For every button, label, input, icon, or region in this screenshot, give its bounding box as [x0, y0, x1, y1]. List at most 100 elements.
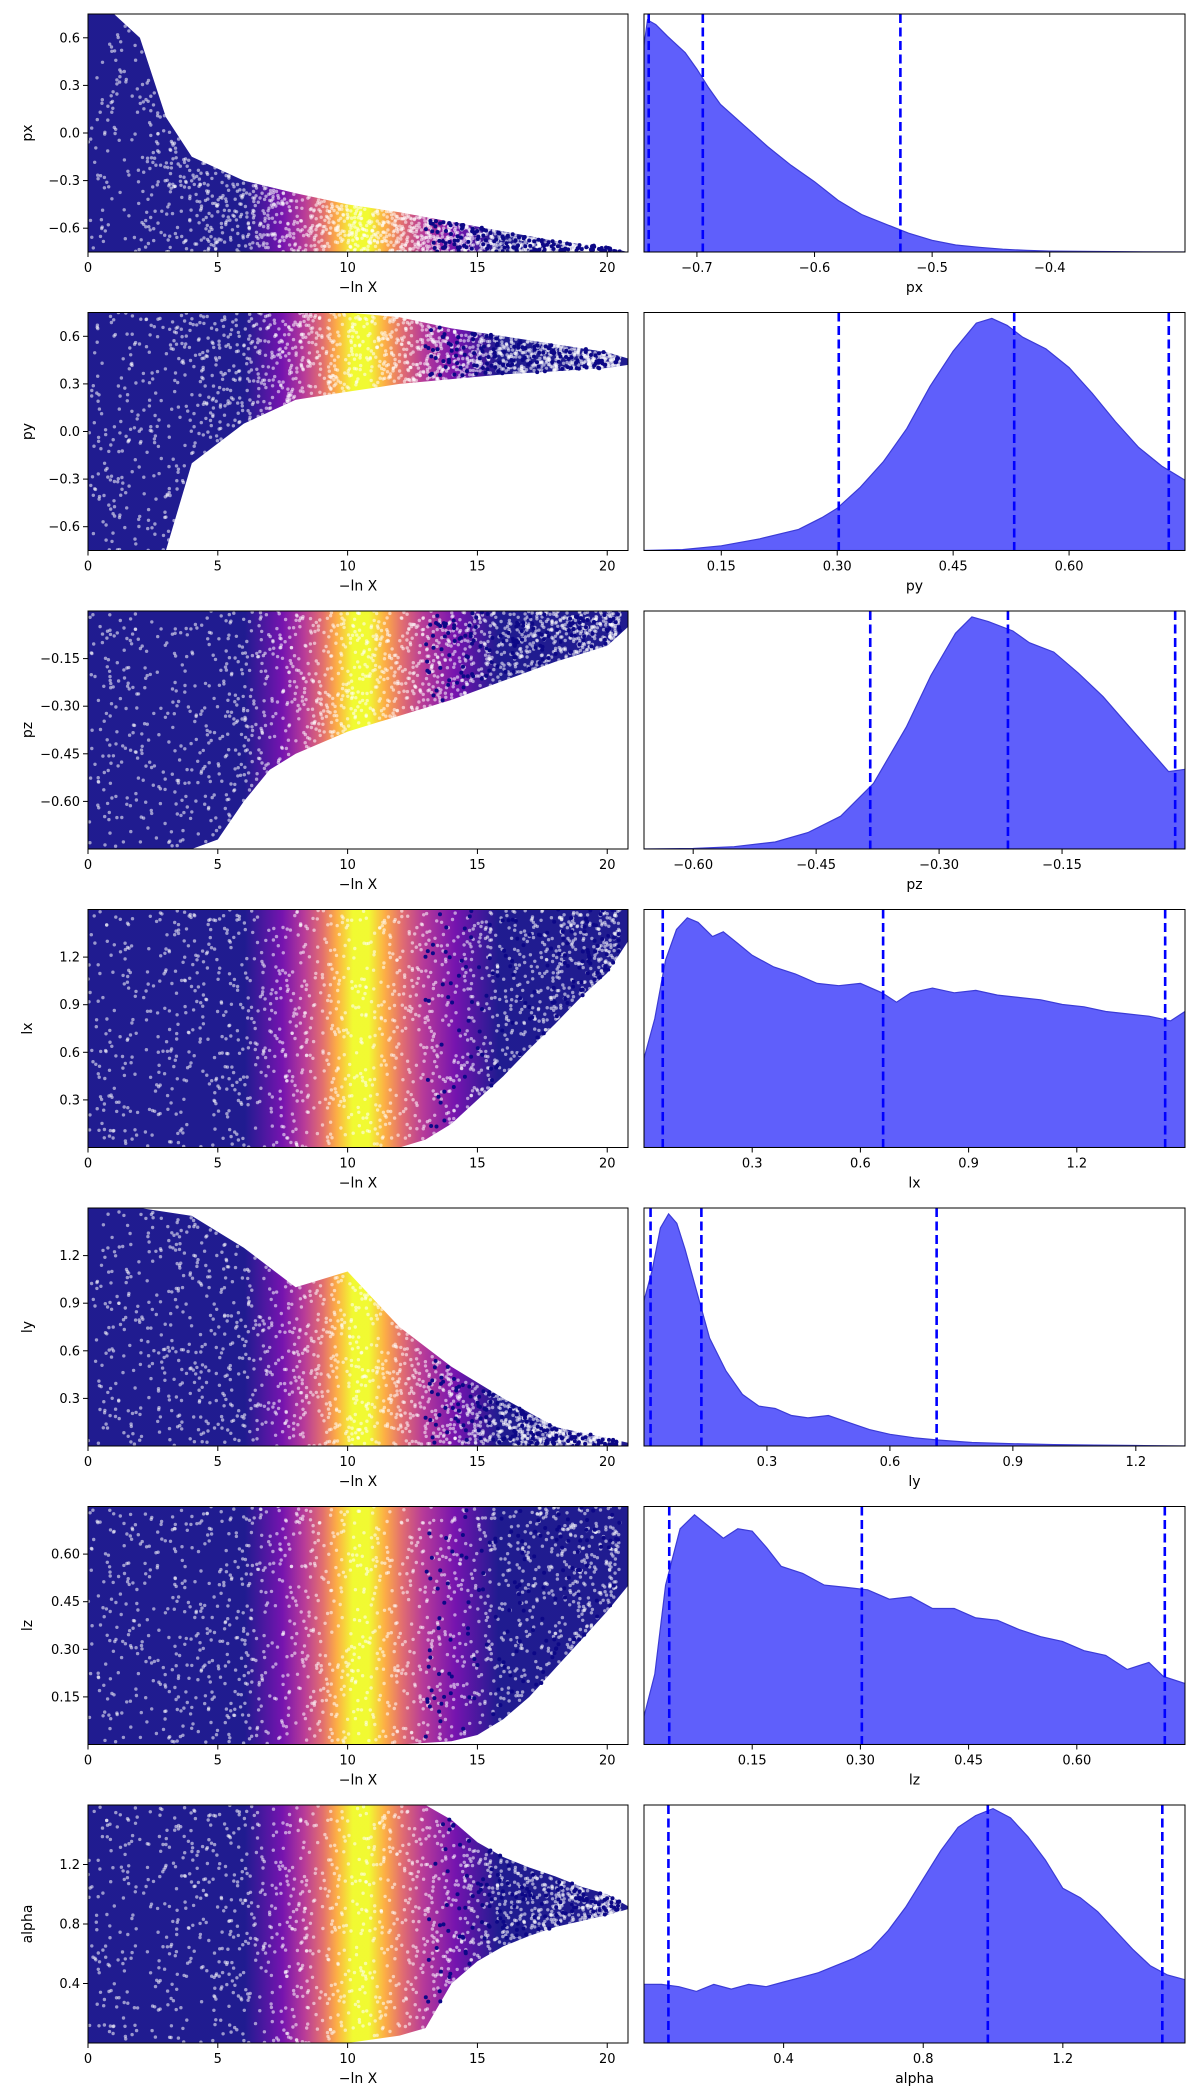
sample-gap: [278, 633, 282, 637]
sample-gap: [134, 249, 138, 252]
sample-point: [504, 241, 509, 246]
sample-gap: [421, 659, 425, 663]
sample-gap: [109, 94, 113, 98]
sample-gap: [114, 705, 118, 709]
sample-point: [589, 353, 593, 357]
sample-gap: [144, 225, 148, 229]
sample-gap: [392, 379, 396, 383]
sample-point: [494, 237, 499, 242]
y-tick-label: −0.6: [48, 520, 80, 535]
sample-gap: [237, 644, 242, 648]
sample-gap: [212, 730, 217, 735]
sample-gap: [209, 738, 213, 743]
sample-gap: [194, 192, 198, 197]
sample-gap: [225, 753, 229, 757]
sample-gap: [279, 202, 283, 206]
sample-gap: [554, 620, 559, 624]
sample-gap: [293, 345, 298, 349]
sample-point: [496, 369, 501, 374]
sample-point: [485, 612, 490, 616]
sample-point: [537, 631, 542, 636]
sample-gap: [138, 646, 143, 651]
sample-gap: [288, 658, 292, 663]
sample-gap: [205, 728, 209, 733]
sample-gap: [302, 319, 306, 324]
sample-point: [532, 247, 537, 252]
sample-gap: [294, 205, 299, 210]
sample-gap: [539, 365, 544, 369]
sample-gap: [167, 486, 171, 491]
sample-point: [505, 244, 510, 249]
sample-gap: [217, 637, 221, 641]
sample-point: [553, 651, 558, 656]
sample-gap: [386, 638, 390, 643]
sample-gap: [360, 236, 364, 240]
sample-gap: [112, 49, 117, 53]
sample-gap: [235, 182, 240, 187]
sample-gap: [498, 679, 502, 684]
y-tick-label: −0.3: [48, 473, 80, 488]
sample-gap: [354, 235, 358, 239]
px-trace-samples: [88, 14, 628, 252]
sample-gap: [285, 701, 290, 705]
sample-gap: [275, 361, 279, 365]
sample-gap: [482, 618, 486, 622]
sample-gap: [504, 360, 508, 364]
sample-gap: [307, 323, 311, 328]
sample-gap: [258, 196, 262, 200]
sample-gap: [226, 335, 230, 339]
sample-gap: [118, 394, 122, 398]
sample-gap: [180, 234, 184, 239]
sample-gap: [115, 631, 120, 635]
sample-gap: [273, 333, 278, 337]
sample-gap: [359, 205, 363, 210]
sample-gap: [308, 642, 313, 646]
sample-gap: [487, 339, 492, 344]
sample-gap: [577, 636, 581, 640]
sample-point: [437, 238, 442, 243]
sample-gap: [374, 384, 378, 388]
sample-gap: [184, 247, 189, 251]
sample-gap: [135, 110, 140, 114]
sample-point: [589, 644, 594, 649]
sample-gap: [109, 681, 113, 686]
sample-gap: [373, 668, 377, 672]
sample-gap: [218, 403, 223, 407]
sample-gap: [208, 779, 212, 784]
sample-gap: [159, 398, 163, 403]
sample-gap: [265, 770, 269, 774]
sample-point: [612, 249, 617, 252]
sample-gap: [237, 369, 242, 373]
sample-gap: [438, 663, 442, 667]
sample-gap: [272, 734, 277, 739]
sample-gap: [188, 194, 192, 198]
sample-gap: [266, 365, 271, 369]
sample-gap: [229, 238, 233, 242]
sample-gap: [201, 365, 205, 370]
sample-gap: [122, 158, 127, 162]
sample-gap: [228, 714, 232, 718]
sample-gap: [243, 204, 248, 209]
sample-gap: [590, 625, 594, 630]
sample-gap: [178, 415, 182, 419]
sample-gap: [570, 360, 574, 365]
sample-gap: [167, 435, 171, 439]
sample-gap: [309, 312, 313, 316]
sample-point: [574, 366, 579, 371]
sample-point: [558, 639, 563, 644]
sample-gap: [343, 371, 347, 375]
sample-gap: [418, 361, 423, 365]
sample-gap: [105, 801, 110, 806]
sample-gap: [388, 714, 392, 718]
sample-gap: [358, 353, 362, 357]
sample-gap: [531, 641, 536, 645]
sample-gap: [520, 366, 524, 371]
sample-gap: [222, 682, 226, 686]
sample-gap: [277, 612, 281, 616]
sample-gap: [372, 618, 376, 623]
sample-gap: [399, 373, 403, 378]
sample-gap: [392, 243, 396, 248]
sample-gap: [522, 342, 527, 346]
sample-gap: [502, 650, 507, 655]
sample-gap: [126, 681, 130, 685]
